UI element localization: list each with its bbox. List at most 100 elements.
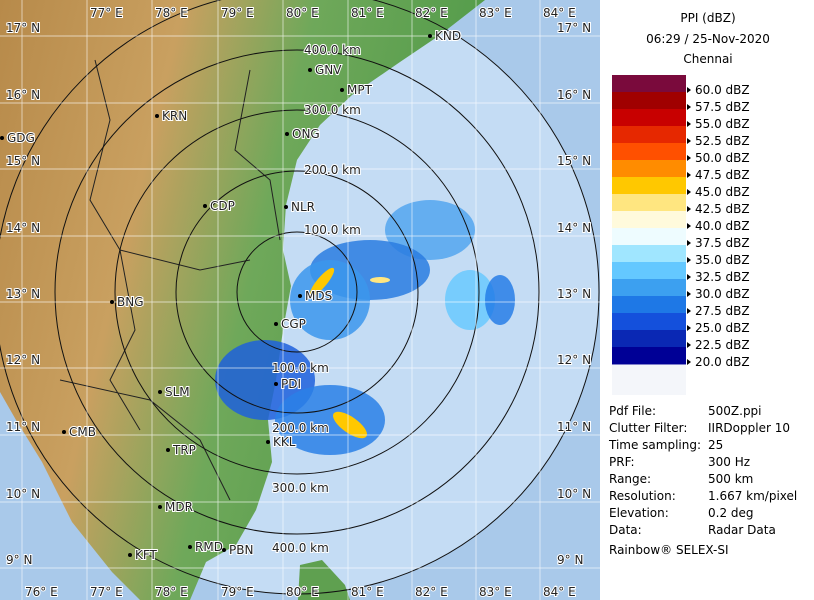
title: PPI (dBZ) — [680, 11, 735, 25]
city-dot — [274, 322, 278, 326]
lon-label: 84° E — [543, 585, 576, 599]
info-value: 300 Hz — [708, 455, 750, 469]
legend-tick — [687, 172, 691, 178]
city-dot — [222, 548, 226, 552]
city-label: ONG — [292, 127, 320, 141]
lon-label: 77° E — [90, 6, 123, 20]
legend-tick — [687, 138, 691, 144]
legend-label: 42.5 dBZ — [695, 202, 750, 216]
legend-label: 35.0 dBZ — [695, 253, 750, 267]
info-key: Pdf File: — [609, 404, 656, 418]
range-label: 400.0 km — [304, 43, 361, 57]
legend-tick — [687, 155, 691, 161]
lon-label: 82° E — [415, 6, 448, 20]
legend-tick — [687, 189, 691, 195]
lon-label: 80° E — [286, 585, 319, 599]
map: 77° E 78° E 79° E 80° E 81° E 82° E 83° E 84° E… — [0, 0, 600, 600]
info-value: 0.2 deg — [708, 506, 754, 520]
lat-label: 9° N — [557, 553, 583, 567]
info-key: PRF: — [609, 455, 635, 469]
city-label: MDS — [305, 289, 332, 303]
info: Pdf File: 500Z.ppi Clutter Filter: IIRDoppl… — [608, 404, 797, 537]
city-label: GDG — [7, 131, 35, 145]
lon-label: 78° E — [155, 6, 188, 20]
legend-label: 25.0 dBZ — [695, 321, 750, 335]
lat-label: 13° N — [557, 287, 591, 301]
range-label: 300.0 km — [304, 103, 361, 117]
city-label: KND — [435, 29, 461, 43]
info-key: Time sampling: — [608, 438, 701, 452]
legend-tick — [687, 223, 691, 229]
lat-label: 14° N — [557, 221, 591, 235]
legend-label: 55.0 dBZ — [695, 117, 750, 131]
city-dot — [203, 204, 207, 208]
range-label: 400.0 km — [272, 541, 329, 555]
legend-tick — [687, 206, 691, 212]
legend: 60.0 dBZ 57.5 dBZ 55.0 dBZ 52.5 dBZ 50.0 dBZ… — [612, 75, 750, 369]
city-label: MPT — [347, 83, 373, 97]
lat-label: 14° N — [6, 221, 40, 235]
legend-label: 32.5 dBZ — [695, 270, 750, 284]
city-label: KRN — [162, 109, 187, 123]
range-rings — [0, 0, 600, 595]
lon-label: 81° E — [351, 585, 384, 599]
legend-swatch — [612, 194, 686, 212]
legend-tick — [687, 240, 691, 246]
info-value: IIRDoppler 10 — [708, 421, 790, 435]
legend-swatch — [612, 92, 686, 110]
legend-tick — [687, 274, 691, 280]
lon-label: 78° E — [155, 585, 188, 599]
timestamp: 06:29 / 25-Nov-2020 — [646, 32, 770, 46]
lon-label: 84° E — [543, 6, 576, 20]
legend-label: 45.0 dBZ — [695, 185, 750, 199]
lat-label: 11° N — [557, 420, 591, 434]
legend-swatch — [612, 177, 686, 195]
city-label: CMB — [69, 425, 96, 439]
legend-swatch — [612, 245, 686, 263]
lat-label: 12° N — [6, 353, 40, 367]
graticule — [0, 0, 600, 600]
lon-label: 77° E — [90, 585, 123, 599]
footer: Rainbow® SELEX-SI — [609, 543, 729, 557]
city-label: PDI — [281, 377, 301, 391]
city-label: RMD — [195, 540, 223, 554]
lat-label: 10° N — [6, 487, 40, 501]
lat-label: 11° N — [6, 420, 40, 434]
city-dot — [285, 132, 289, 136]
lat-label: 16° N — [557, 88, 591, 102]
city-label: KFT — [135, 548, 158, 562]
lat-label: 15° N — [6, 154, 40, 168]
city-label: BNG — [117, 295, 144, 309]
legend-label: 50.0 dBZ — [695, 151, 750, 165]
lat-label: 9° N — [6, 553, 32, 567]
legend-blank — [612, 365, 686, 395]
legend-swatch — [612, 279, 686, 297]
lon-label: 82° E — [415, 585, 448, 599]
lat-label: 17° N — [6, 21, 40, 35]
range-label: 100.0 km — [272, 361, 329, 375]
city-label: MDR — [165, 500, 193, 514]
lon-label: 83° E — [479, 6, 512, 20]
city-dot — [298, 294, 302, 298]
legend-swatch — [612, 126, 686, 144]
legend-swatch — [612, 211, 686, 229]
info-value: 1.667 km/pixel — [708, 489, 797, 503]
legend-label: 52.5 dBZ — [695, 134, 750, 148]
legend-tick — [687, 291, 691, 297]
city-dot — [0, 136, 4, 140]
info-key: Data: — [609, 523, 642, 537]
lon-label: 80° E — [286, 6, 319, 20]
city-dot — [308, 68, 312, 72]
city-dot — [158, 505, 162, 509]
range-label: 200.0 km — [272, 421, 329, 435]
city-dot — [110, 300, 114, 304]
legend-label: 40.0 dBZ — [695, 219, 750, 233]
legend-label: 60.0 dBZ — [695, 83, 750, 97]
legend-swatch — [612, 313, 686, 331]
city-dot — [62, 430, 66, 434]
legend-tick — [687, 87, 691, 93]
legend-swatch — [612, 296, 686, 314]
legend-swatch — [612, 75, 686, 93]
legend-tick — [687, 359, 691, 365]
lat-label: 12° N — [557, 353, 591, 367]
